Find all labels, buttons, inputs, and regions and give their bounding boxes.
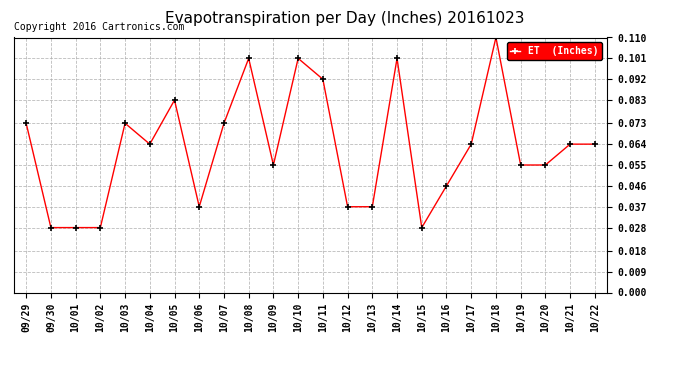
ET  (Inches)	[96, 225, 104, 230]
ET  (Inches)	[417, 225, 426, 230]
ET  (Inches)	[368, 204, 377, 209]
ET  (Inches)	[47, 225, 55, 230]
ET  (Inches)	[195, 204, 204, 209]
ET  (Inches)	[492, 35, 500, 40]
ET  (Inches)	[541, 163, 549, 167]
ET  (Inches)	[244, 56, 253, 61]
Text: Copyright 2016 Cartronics.com: Copyright 2016 Cartronics.com	[14, 22, 184, 32]
ET  (Inches)	[344, 204, 352, 209]
ET  (Inches)	[319, 77, 327, 81]
Line: ET  (Inches): ET (Inches)	[23, 34, 598, 231]
ET  (Inches)	[146, 142, 154, 146]
ET  (Inches)	[467, 142, 475, 146]
ET  (Inches)	[22, 121, 30, 126]
ET  (Inches)	[72, 225, 80, 230]
ET  (Inches)	[517, 163, 525, 167]
ET  (Inches)	[121, 121, 129, 126]
ET  (Inches)	[170, 98, 179, 102]
ET  (Inches)	[220, 121, 228, 126]
ET  (Inches)	[294, 56, 302, 61]
Legend: ET  (Inches): ET (Inches)	[506, 42, 602, 60]
ET  (Inches)	[591, 142, 599, 146]
ET  (Inches)	[442, 184, 451, 188]
Text: Evapotranspiration per Day (Inches) 20161023: Evapotranspiration per Day (Inches) 2016…	[165, 11, 525, 26]
ET  (Inches)	[269, 163, 277, 167]
ET  (Inches)	[566, 142, 574, 146]
ET  (Inches)	[393, 56, 401, 61]
